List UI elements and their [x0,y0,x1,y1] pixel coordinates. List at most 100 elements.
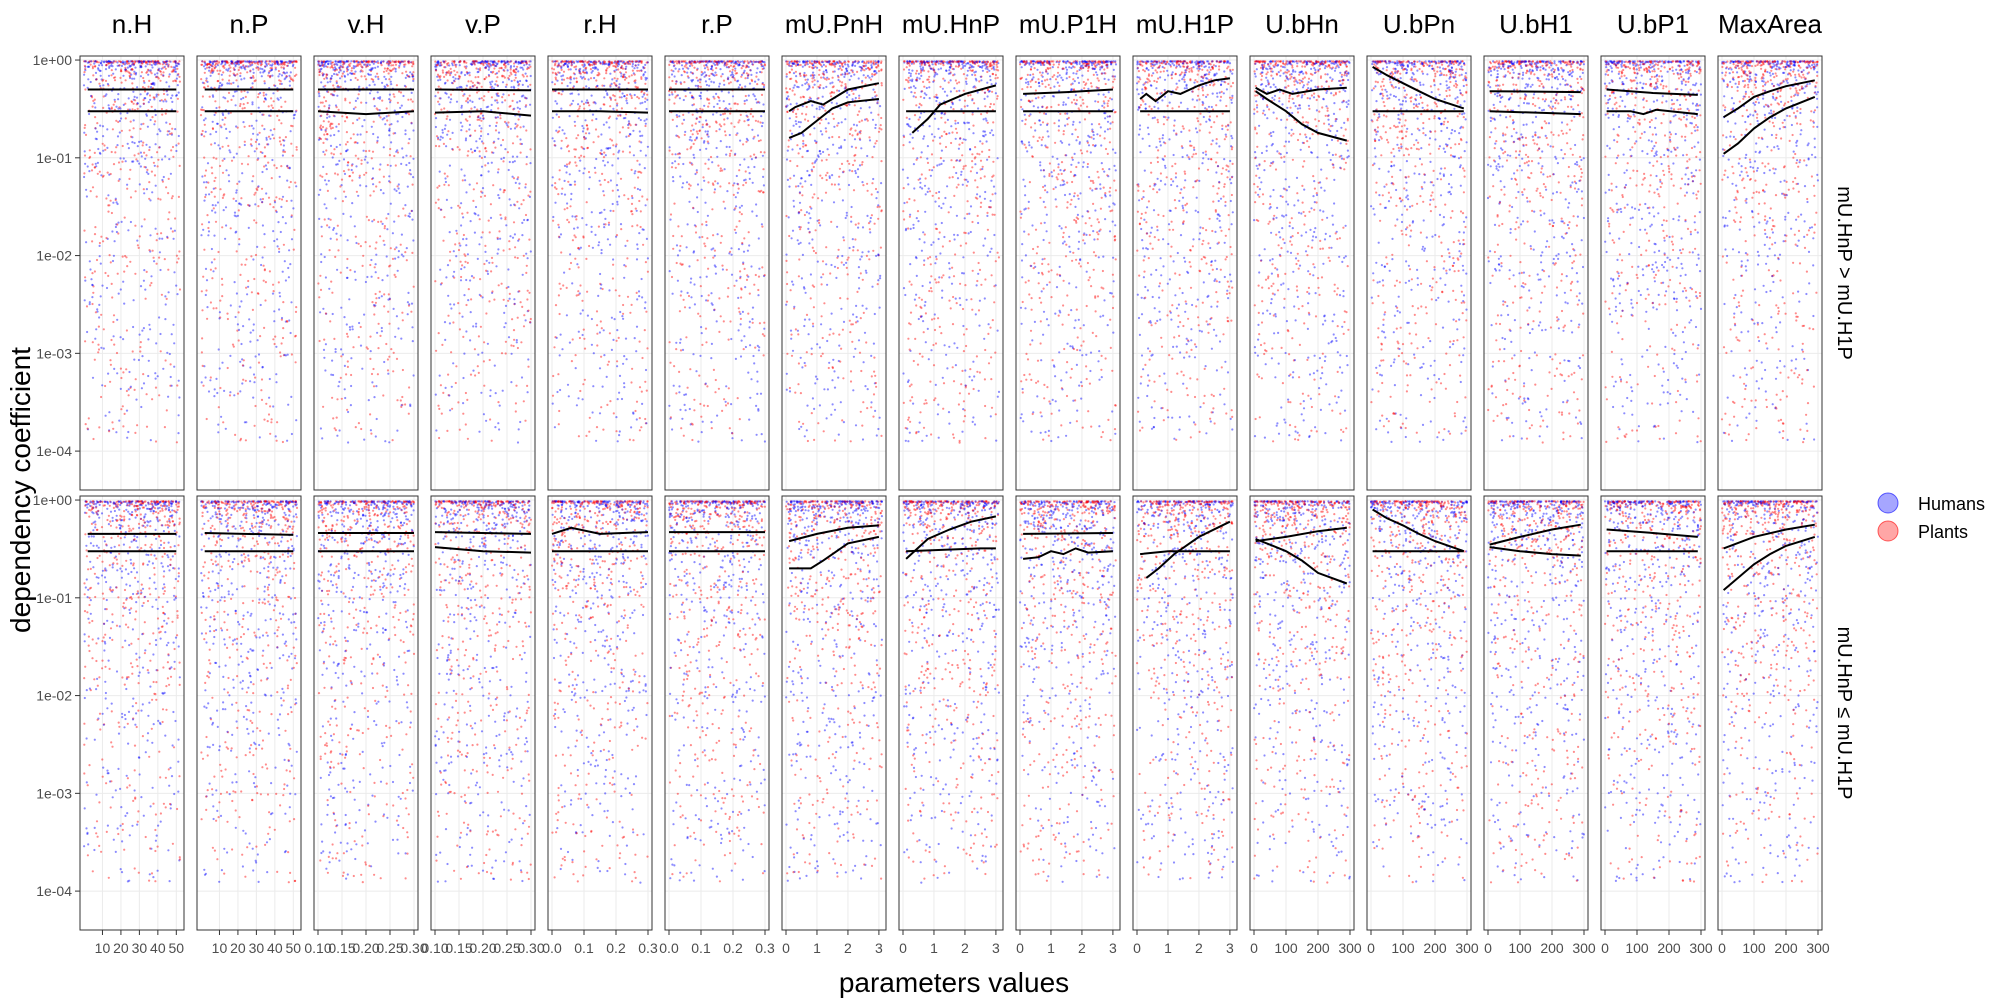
point-plants [257,361,261,364]
point-plants [148,60,151,63]
point-plants [272,338,275,341]
point-humans [295,535,298,538]
point-humans [127,572,130,576]
point-humans [395,675,398,678]
point-humans [149,86,153,89]
point-plants [216,516,219,519]
point-humans [169,807,172,810]
point-plants [346,335,349,338]
point-plants [401,72,404,75]
point-plants [170,65,173,68]
point-plants [163,60,166,64]
point-humans [120,220,123,223]
point-humans [283,851,287,854]
point-humans [101,125,105,128]
point-humans [150,275,153,278]
point-humans [335,586,339,589]
point-humans [359,133,362,136]
point-plants [247,558,250,561]
point-humans [388,175,391,178]
point-humans [347,410,350,414]
point-plants [125,389,128,393]
point-humans [400,104,403,107]
point-humans [136,239,139,242]
point-humans [208,782,211,785]
point-plants [83,172,86,175]
point-plants [404,251,407,254]
point-humans [374,435,377,438]
point-plants [171,195,174,198]
point-humans [83,845,86,848]
point-humans [83,150,86,153]
point-plants [170,132,173,135]
point-humans [240,78,243,81]
point-humans [405,163,408,167]
point-plants [372,367,375,371]
point-humans [390,123,393,126]
point-plants [125,559,128,562]
point-plants [343,190,346,193]
point-plants [282,699,285,702]
point-plants [231,525,234,528]
point-humans [283,353,286,357]
point-plants [330,555,333,558]
point-humans [95,544,98,547]
point-plants [245,691,248,694]
point-humans [376,526,379,529]
point-humans [371,177,375,180]
point-humans [337,385,340,388]
point-plants [129,196,133,199]
point-humans [143,97,146,100]
point-plants [200,132,203,136]
point-humans [410,209,414,212]
point-humans [137,60,141,63]
point-plants [266,420,269,423]
point-plants [164,63,167,66]
point-plants [329,125,332,128]
point-plants [375,241,378,244]
point-humans [242,829,245,832]
point-plants [200,751,203,754]
point-humans [228,793,231,796]
point-humans [402,94,405,98]
point-plants [364,241,367,244]
point-plants [131,60,134,63]
point-humans [249,614,252,617]
point-plants [318,68,321,71]
point-plants [247,155,250,158]
point-humans [249,527,252,531]
point-plants [385,724,388,728]
point-plants [255,221,258,224]
point-plants [162,66,165,69]
point-humans [212,270,215,273]
point-plants [169,563,172,567]
point-plants [204,632,208,635]
point-plants [114,60,118,63]
point-humans [218,749,221,752]
point-humans [269,69,272,72]
point-plants [324,732,327,735]
point-plants [141,86,145,89]
point-plants [357,242,360,245]
point-plants [270,104,273,107]
point-plants [170,70,173,73]
point-plants [334,172,337,175]
point-humans [155,598,158,601]
point-plants [100,850,103,853]
point-plants [261,747,264,750]
point-humans [200,548,203,551]
point-humans [118,119,121,123]
point-humans [242,325,245,328]
point-humans [213,395,216,398]
point-humans [124,68,127,71]
point-plants [120,81,123,84]
point-plants [127,394,130,397]
point-plants [237,339,240,342]
point-humans [383,243,386,246]
point-humans [145,171,148,174]
point-plants [281,553,284,556]
point-plants [203,156,206,159]
point-humans [178,676,181,679]
point-plants [376,555,379,558]
point-humans [233,394,236,397]
